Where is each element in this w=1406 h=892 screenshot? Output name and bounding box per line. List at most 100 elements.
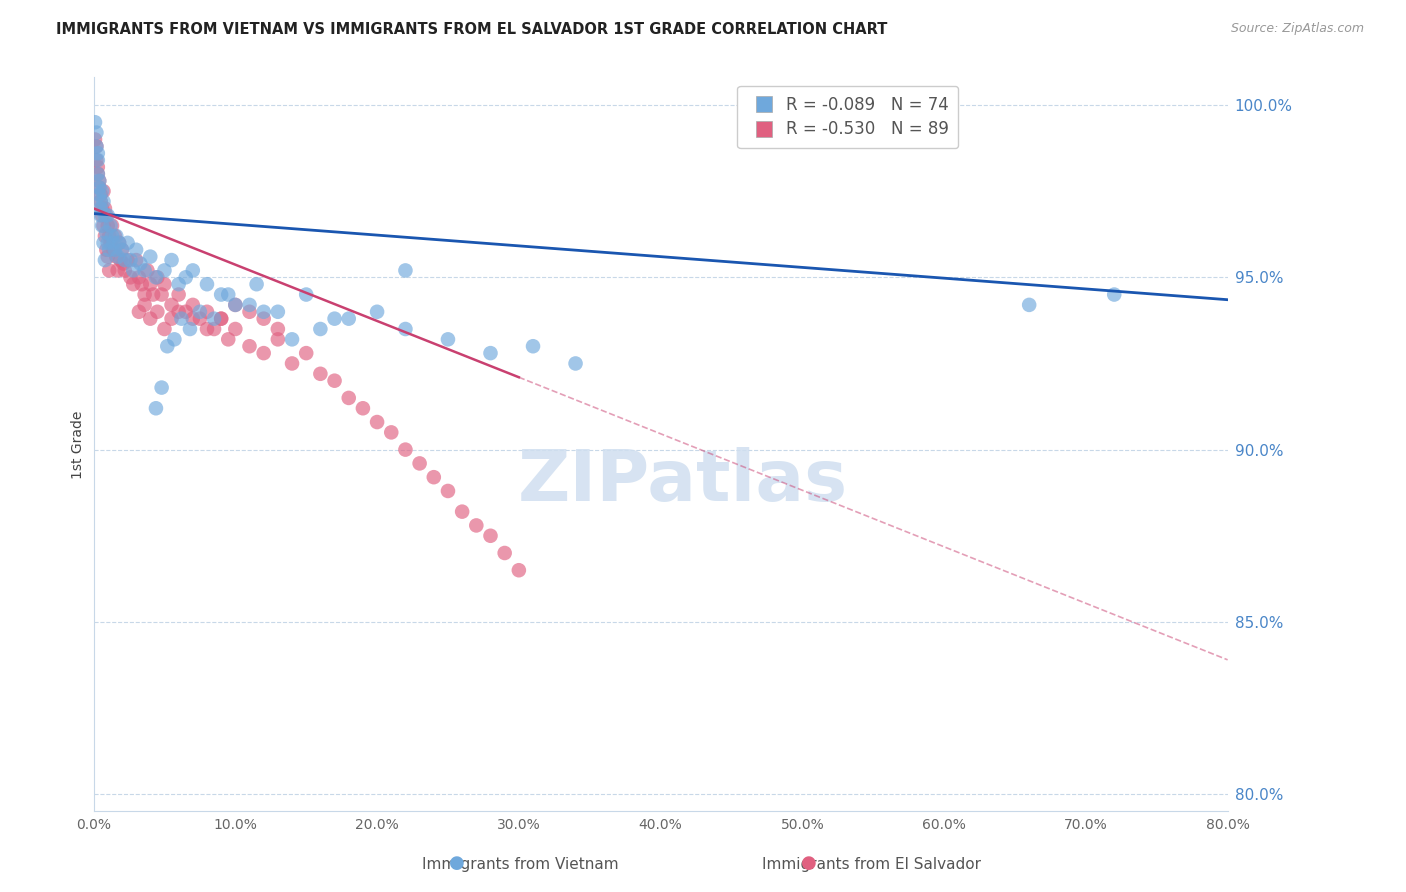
Point: [117, 235, 139, 250]
Point: [108, 235, 131, 250]
Point: [98, 263, 121, 277]
Point: [508, 563, 530, 577]
Point: [134, 263, 156, 277]
Point: [107, 263, 129, 277]
Point: [125, 243, 148, 257]
Point: [465, 518, 488, 533]
Point: [86, 153, 108, 168]
Point: [91, 184, 114, 198]
Point: [337, 391, 360, 405]
Point: [195, 277, 218, 292]
Point: [150, 287, 173, 301]
Legend: R = -0.089   N = 74, R = -0.530   N = 89: R = -0.089 N = 74, R = -0.530 N = 89: [737, 86, 959, 148]
Point: [163, 332, 186, 346]
Point: [202, 322, 225, 336]
Point: [522, 339, 544, 353]
Point: [90, 194, 112, 209]
Point: [114, 253, 136, 268]
Point: [188, 305, 211, 319]
Point: [103, 235, 125, 250]
Point: [139, 250, 162, 264]
Point: [437, 483, 460, 498]
Point: [337, 311, 360, 326]
Point: [120, 253, 142, 268]
Point: [181, 263, 204, 277]
Point: [89, 180, 111, 194]
Point: [451, 505, 474, 519]
Point: [112, 256, 135, 270]
Point: [101, 229, 124, 244]
Point: [564, 356, 586, 370]
Point: [98, 243, 121, 257]
Point: [111, 243, 134, 257]
Point: [217, 332, 239, 346]
Point: [394, 263, 416, 277]
Point: [160, 311, 183, 326]
Point: [105, 250, 128, 264]
Point: [139, 277, 162, 292]
Point: [174, 270, 197, 285]
Point: [93, 194, 115, 209]
Point: [98, 229, 121, 244]
Point: [224, 298, 246, 312]
Point: [97, 208, 120, 222]
Point: [90, 208, 112, 222]
Point: [267, 305, 290, 319]
Point: [1102, 287, 1125, 301]
Text: Immigrants from Vietnam: Immigrants from Vietnam: [422, 857, 619, 872]
Point: [253, 305, 276, 319]
Point: [105, 229, 128, 244]
Point: [479, 529, 502, 543]
Point: [131, 277, 153, 292]
Point: [224, 322, 246, 336]
Point: [1018, 298, 1040, 312]
Point: [89, 174, 111, 188]
Point: [90, 187, 112, 202]
Point: [394, 442, 416, 457]
Point: [86, 126, 108, 140]
Point: [195, 322, 218, 336]
Point: [120, 270, 142, 285]
Point: [84, 132, 107, 146]
Point: [380, 425, 402, 440]
Point: [128, 270, 150, 285]
Point: [97, 250, 120, 264]
Point: [224, 298, 246, 312]
Point: [90, 202, 112, 216]
Point: [394, 322, 416, 336]
Point: [167, 287, 190, 301]
Point: [253, 311, 276, 326]
Point: [167, 277, 190, 292]
Point: [145, 270, 167, 285]
Point: [309, 367, 332, 381]
Text: Immigrants from El Salvador: Immigrants from El Salvador: [762, 857, 981, 872]
Point: [146, 305, 169, 319]
Point: [104, 229, 127, 244]
Point: [408, 457, 430, 471]
Point: [352, 401, 374, 416]
Point: [423, 470, 446, 484]
Point: [91, 202, 114, 216]
Point: [122, 277, 145, 292]
Point: [94, 229, 117, 244]
Point: [153, 277, 176, 292]
Point: [86, 139, 108, 153]
Point: [108, 235, 131, 250]
Point: [114, 263, 136, 277]
Point: [295, 287, 318, 301]
Point: [146, 270, 169, 285]
Point: [179, 322, 201, 336]
Point: [150, 381, 173, 395]
Text: IMMIGRANTS FROM VIETNAM VS IMMIGRANTS FROM EL SALVADOR 1ST GRADE CORRELATION CHA: IMMIGRANTS FROM VIETNAM VS IMMIGRANTS FR…: [56, 22, 887, 37]
Point: [100, 219, 122, 233]
Point: [238, 339, 260, 353]
Point: [93, 235, 115, 250]
Point: [153, 263, 176, 277]
Point: [84, 115, 107, 129]
Point: [89, 180, 111, 194]
Point: [89, 174, 111, 188]
Point: [97, 219, 120, 233]
Point: [87, 167, 110, 181]
Point: [145, 401, 167, 416]
Point: [281, 332, 304, 346]
